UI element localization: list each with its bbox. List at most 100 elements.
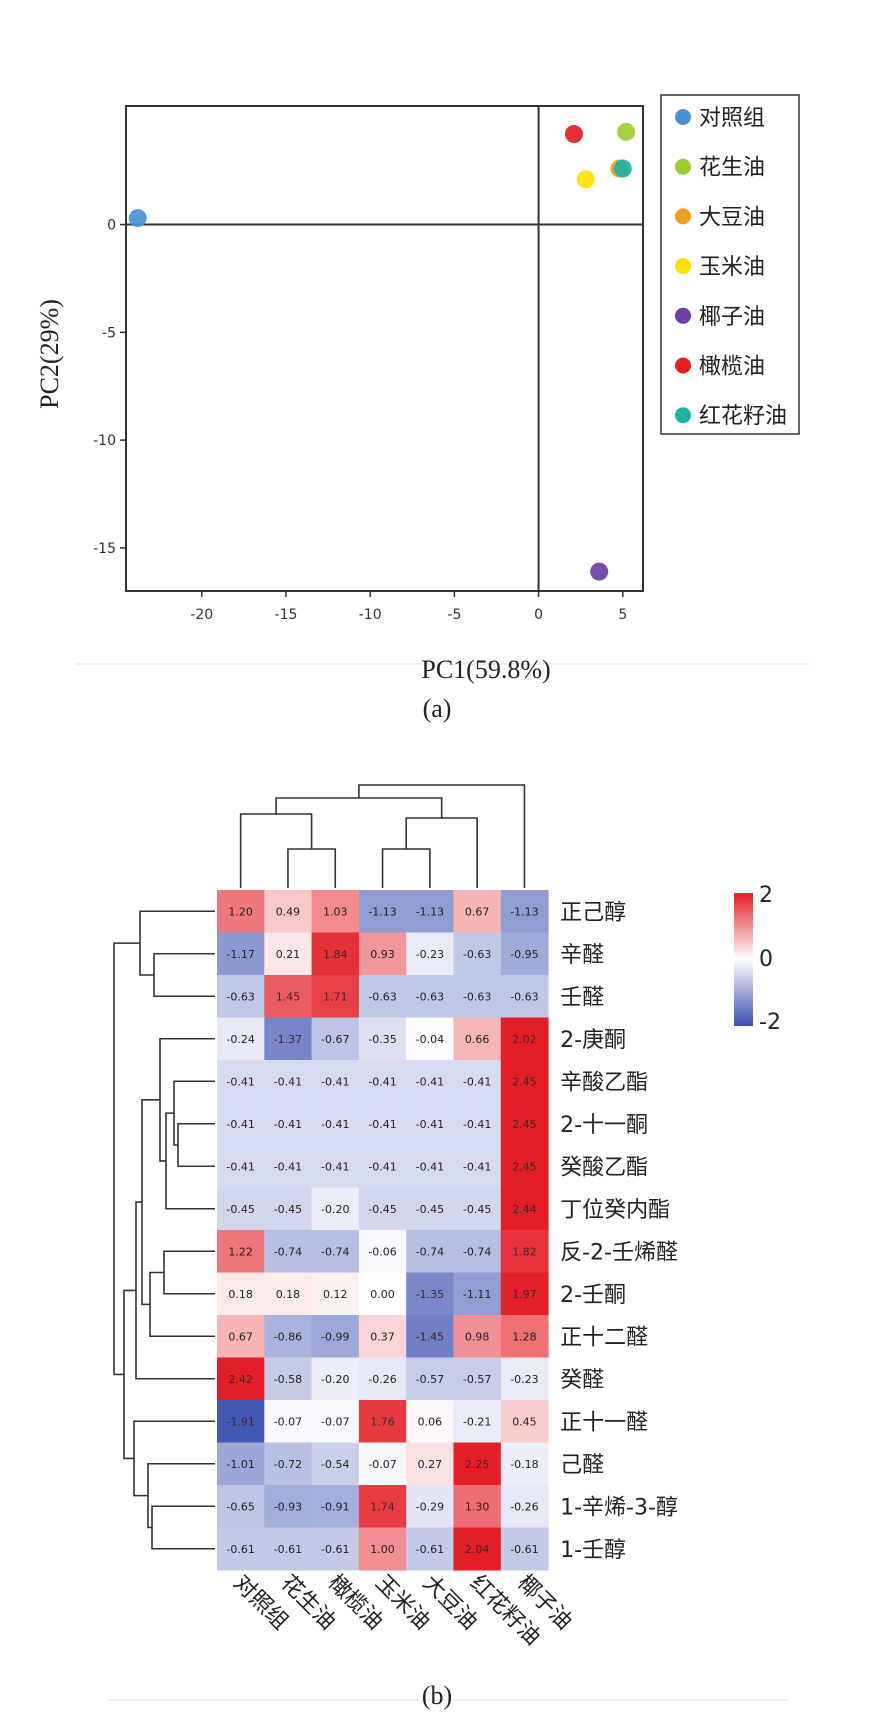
heatmap-cell xyxy=(500,1272,549,1316)
heatmap-value: -1.13 xyxy=(416,905,444,918)
pca-x-axis: -20 -15 -10 -5 0 5 xyxy=(190,591,627,623)
heatmap-cell xyxy=(358,1187,407,1231)
heatmap-cell xyxy=(358,932,407,976)
heatmap-cell xyxy=(500,1102,549,1146)
heatmap-cell xyxy=(311,1272,360,1316)
pca-reference-lines xyxy=(126,106,643,591)
legend-label-椰子油: 椰子油 xyxy=(699,305,765,330)
heatmap-cell xyxy=(311,1315,360,1358)
heatmap-value: -0.07 xyxy=(321,1415,349,1428)
row-label: 癸醛 xyxy=(560,1368,604,1393)
heatmap-value: 0.66 xyxy=(465,1033,490,1046)
heatmap-value: -0.23 xyxy=(416,948,444,961)
heatmap-cell xyxy=(358,1230,407,1273)
heatmap-cell xyxy=(311,1102,360,1146)
point-玉米油 xyxy=(576,170,595,189)
heatmap-cell xyxy=(500,1145,549,1188)
row-label: 反-2-壬烯醛 xyxy=(560,1240,678,1265)
heatmap-value: -0.07 xyxy=(274,1415,302,1428)
heatmap-value: -0.41 xyxy=(321,1118,349,1131)
panel-a-caption: (a) xyxy=(423,694,452,723)
heatmap-value: -0.61 xyxy=(274,1543,302,1556)
heatmap-value: -0.57 xyxy=(463,1373,491,1386)
heatmap-value: -0.63 xyxy=(416,990,444,1003)
heatmap-cell xyxy=(406,1442,454,1486)
heatmap-value: -1.11 xyxy=(463,1288,491,1301)
heatmap-value: -0.58 xyxy=(274,1373,302,1386)
heatmap-value: -1.45 xyxy=(416,1330,444,1343)
heatmap-cell xyxy=(406,1102,454,1146)
heatmap-value: 2.04 xyxy=(465,1543,490,1556)
legend-marker-玉米油 xyxy=(675,258,691,275)
heatmap-value: -0.41 xyxy=(274,1118,302,1131)
heatmap-cell xyxy=(406,975,454,1018)
heatmap-value: 1.22 xyxy=(228,1245,253,1258)
heatmap-value: -0.04 xyxy=(416,1033,444,1046)
heatmap-cell xyxy=(264,1017,313,1061)
heatmap-cell xyxy=(406,1145,454,1188)
heatmap-cell xyxy=(406,1230,454,1273)
heatmap-value: -0.63 xyxy=(368,990,396,1003)
heatmap-cell xyxy=(358,1145,407,1188)
heatmap-cell xyxy=(453,975,502,1018)
heatmap-cell xyxy=(453,1060,502,1103)
heatmap-value: 1.28 xyxy=(512,1330,537,1343)
heatmap-cell xyxy=(500,1442,549,1486)
heatmap-value: -0.63 xyxy=(510,990,538,1003)
heatmap-cell xyxy=(311,1145,360,1188)
heatmap-value: -0.61 xyxy=(416,1543,444,1556)
heatmap-value: 0.06 xyxy=(418,1415,443,1428)
row-label: 1-壬醇 xyxy=(560,1538,626,1563)
heatmap-value: -0.41 xyxy=(416,1075,444,1088)
heatmap-cell xyxy=(500,1485,549,1528)
row-label: 2-十一酮 xyxy=(560,1113,648,1138)
heatmap-cell xyxy=(358,1400,407,1443)
row-label: 丁位癸内酯 xyxy=(560,1198,670,1223)
heatmap-value: -1.91 xyxy=(226,1415,254,1428)
legend-marker-橄榄油 xyxy=(675,357,691,374)
x-tick-label: -20 xyxy=(190,607,213,623)
heatmap-value: -0.26 xyxy=(368,1373,396,1386)
heatmap-value: -0.86 xyxy=(274,1330,302,1343)
heatmap-cell xyxy=(311,1527,360,1571)
heatmap-cell xyxy=(217,1187,265,1231)
heatmap-value: -0.65 xyxy=(226,1500,254,1513)
heatmap-value: 1.82 xyxy=(512,1245,537,1258)
heatmap-cell xyxy=(264,1187,313,1231)
heatmap-value: 0.00 xyxy=(370,1288,395,1301)
heatmap-cell xyxy=(264,1145,313,1188)
heatmap-value: -0.63 xyxy=(463,990,491,1003)
x-tick-label: -5 xyxy=(447,607,461,623)
heatmap-cell xyxy=(453,1357,502,1401)
heatmap-value: 1.71 xyxy=(323,990,348,1003)
heatmap-value: 2.44 xyxy=(512,1203,537,1216)
dendrogram-branch xyxy=(113,942,140,1376)
pca-y-axis: 0 -5 -10 -15 xyxy=(93,218,126,557)
legend-marker-花生油 xyxy=(675,158,691,175)
heatmap-value: -1.13 xyxy=(368,905,396,918)
heatmap-value: 0.21 xyxy=(276,948,301,961)
heatmap-cell xyxy=(453,1315,502,1358)
heatmap-cell xyxy=(358,1357,407,1401)
heatmap-cell xyxy=(406,890,454,933)
heatmap-cell xyxy=(264,1442,313,1486)
heatmap-value: -0.41 xyxy=(226,1075,254,1088)
heatmap-cell xyxy=(453,1017,502,1061)
heatmap-value: -0.18 xyxy=(510,1458,538,1471)
heatmap-value: 0.98 xyxy=(465,1330,490,1343)
y-tick-label: -10 xyxy=(93,433,116,449)
heatmap-value: -0.41 xyxy=(463,1160,491,1173)
pca-panel: -20 -15 -10 -5 0 5 0 -5 -10 -15 对照组花生油大豆油玉米油椰子油橄… xyxy=(35,30,810,723)
heatmap-value: -0.41 xyxy=(321,1160,349,1173)
row-label: 癸酸乙酯 xyxy=(560,1155,648,1180)
point-红花籽油 xyxy=(613,159,632,178)
heatmap-cell xyxy=(500,1187,549,1231)
heatmap-value: -0.95 xyxy=(510,948,538,961)
pca-points xyxy=(128,122,636,581)
heatmap-value: 2.42 xyxy=(228,1373,253,1386)
heatmap-value: -0.74 xyxy=(463,1245,491,1258)
row-label: 正十一醛 xyxy=(560,1410,648,1435)
heatmap-value: -0.72 xyxy=(274,1458,302,1471)
heatmap-cell xyxy=(358,1315,407,1358)
